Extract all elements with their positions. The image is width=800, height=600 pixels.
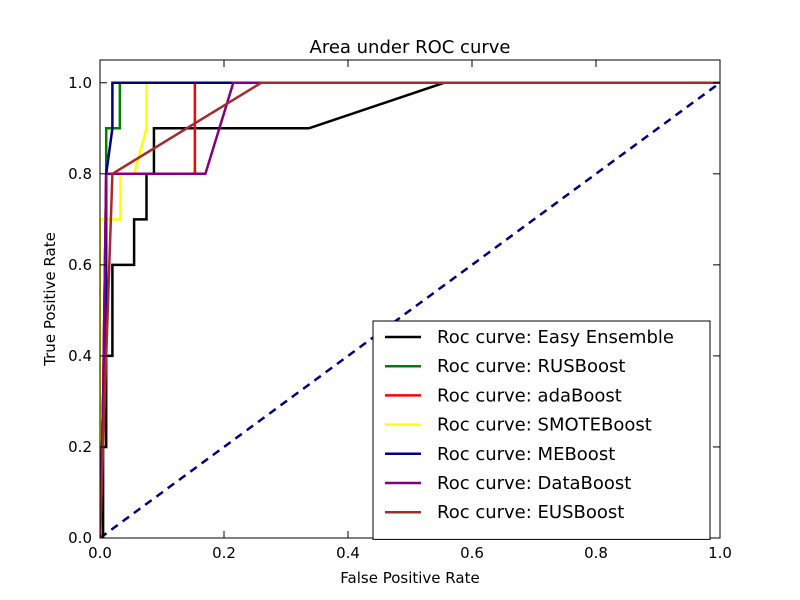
y-tick-label: 0.8 bbox=[68, 165, 92, 183]
y-tick-label: 0.6 bbox=[68, 256, 92, 274]
y-tick-label: 0.0 bbox=[68, 529, 92, 547]
legend-label-adaboost: Roc curve: adaBoost bbox=[437, 385, 622, 406]
chart-title: Area under ROC curve bbox=[310, 37, 511, 58]
legend-box bbox=[372, 320, 711, 540]
x-tick-label: 0.2 bbox=[212, 544, 236, 562]
x-tick-label: 0.8 bbox=[584, 544, 608, 562]
legend-label-rusboost: Roc curve: RUSBoost bbox=[437, 356, 625, 377]
legend-label-databoost: Roc curve: DataBoost bbox=[437, 473, 631, 494]
y-tick-label: 1.0 bbox=[68, 74, 92, 92]
legend-label-eusboost: Roc curve: EUSBoost bbox=[437, 502, 624, 523]
series-line-chance bbox=[100, 81, 720, 538]
y-axis-title: True Positive Rate bbox=[41, 232, 59, 367]
legend-label-smoteboost: Roc curve: SMOTEBoost bbox=[437, 415, 652, 436]
x-axis-title: False Positive Rate bbox=[340, 569, 479, 587]
legend-label-meboost: Roc curve: MEBoost bbox=[437, 444, 615, 465]
legend: Roc curve: Easy Ensemble Roc curve: RUSBo… bbox=[372, 320, 711, 540]
series-line-eusboost bbox=[100, 81, 720, 538]
y-tick-label: 0.2 bbox=[68, 438, 92, 456]
axis-ticks: 0.0 0.2 0.4 0.6 0.8 1.0 0.0 0.2 0.4 0.6 0.8 1.0 bbox=[68, 60, 732, 562]
x-tick-label: 0.4 bbox=[336, 544, 360, 562]
y-tick-label: 0.4 bbox=[68, 347, 92, 365]
legend-label-easy-ensemble: Roc curve: Easy Ensemble bbox=[437, 327, 674, 348]
x-tick-label: 1.0 bbox=[708, 544, 732, 562]
x-tick-label: 0.0 bbox=[88, 544, 112, 562]
x-tick-label: 0.6 bbox=[460, 544, 484, 562]
